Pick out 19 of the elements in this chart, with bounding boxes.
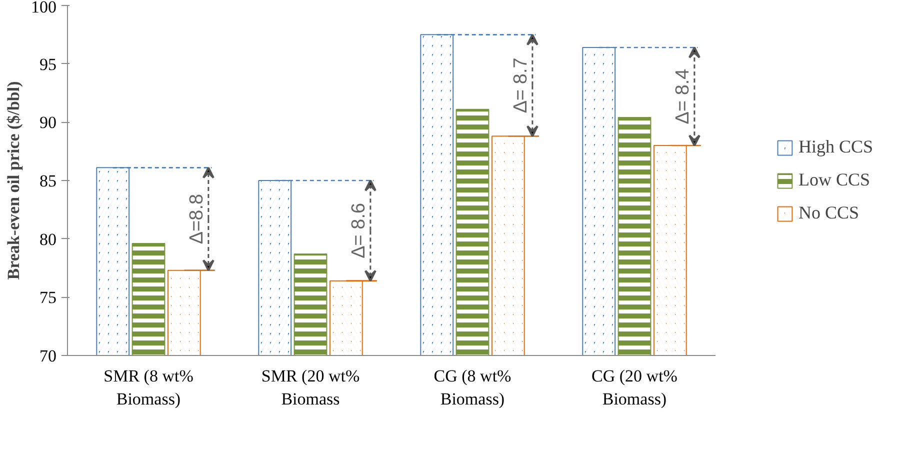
annotation: Δ= 8.7 (510, 58, 532, 114)
y-tick-label: 75 (40, 288, 56, 308)
y-tick-label: 80 (40, 230, 56, 249)
legend-label: Low CCS (798, 170, 870, 190)
y-tick-label: 100 (31, 0, 56, 16)
y-axis-title: Break-even oil price ($/bbl) (4, 81, 23, 280)
y-tick-label: 95 (40, 54, 56, 74)
x-tick-label: SMR (8 wt% Biomass) (104, 366, 194, 408)
annotation: Δ= 8.6 (348, 202, 370, 258)
x-tick-label: SMR (20 wt% Biomass (261, 366, 360, 408)
y-tick-label: 90 (40, 113, 56, 132)
x-tick-label: CG (8 wt% Biomass) (434, 366, 512, 408)
legend-label: No CCS (798, 202, 859, 224)
legend-label: High CCS (798, 136, 873, 158)
y-tick-label: 70 (40, 346, 56, 366)
y-tick-label: 85 (40, 172, 56, 190)
annotation: Δ=8.8 (186, 194, 208, 244)
x-tick-label: CG (20 wt% Biomass) (592, 366, 678, 408)
annotation: Δ= 8.4 (672, 68, 694, 124)
